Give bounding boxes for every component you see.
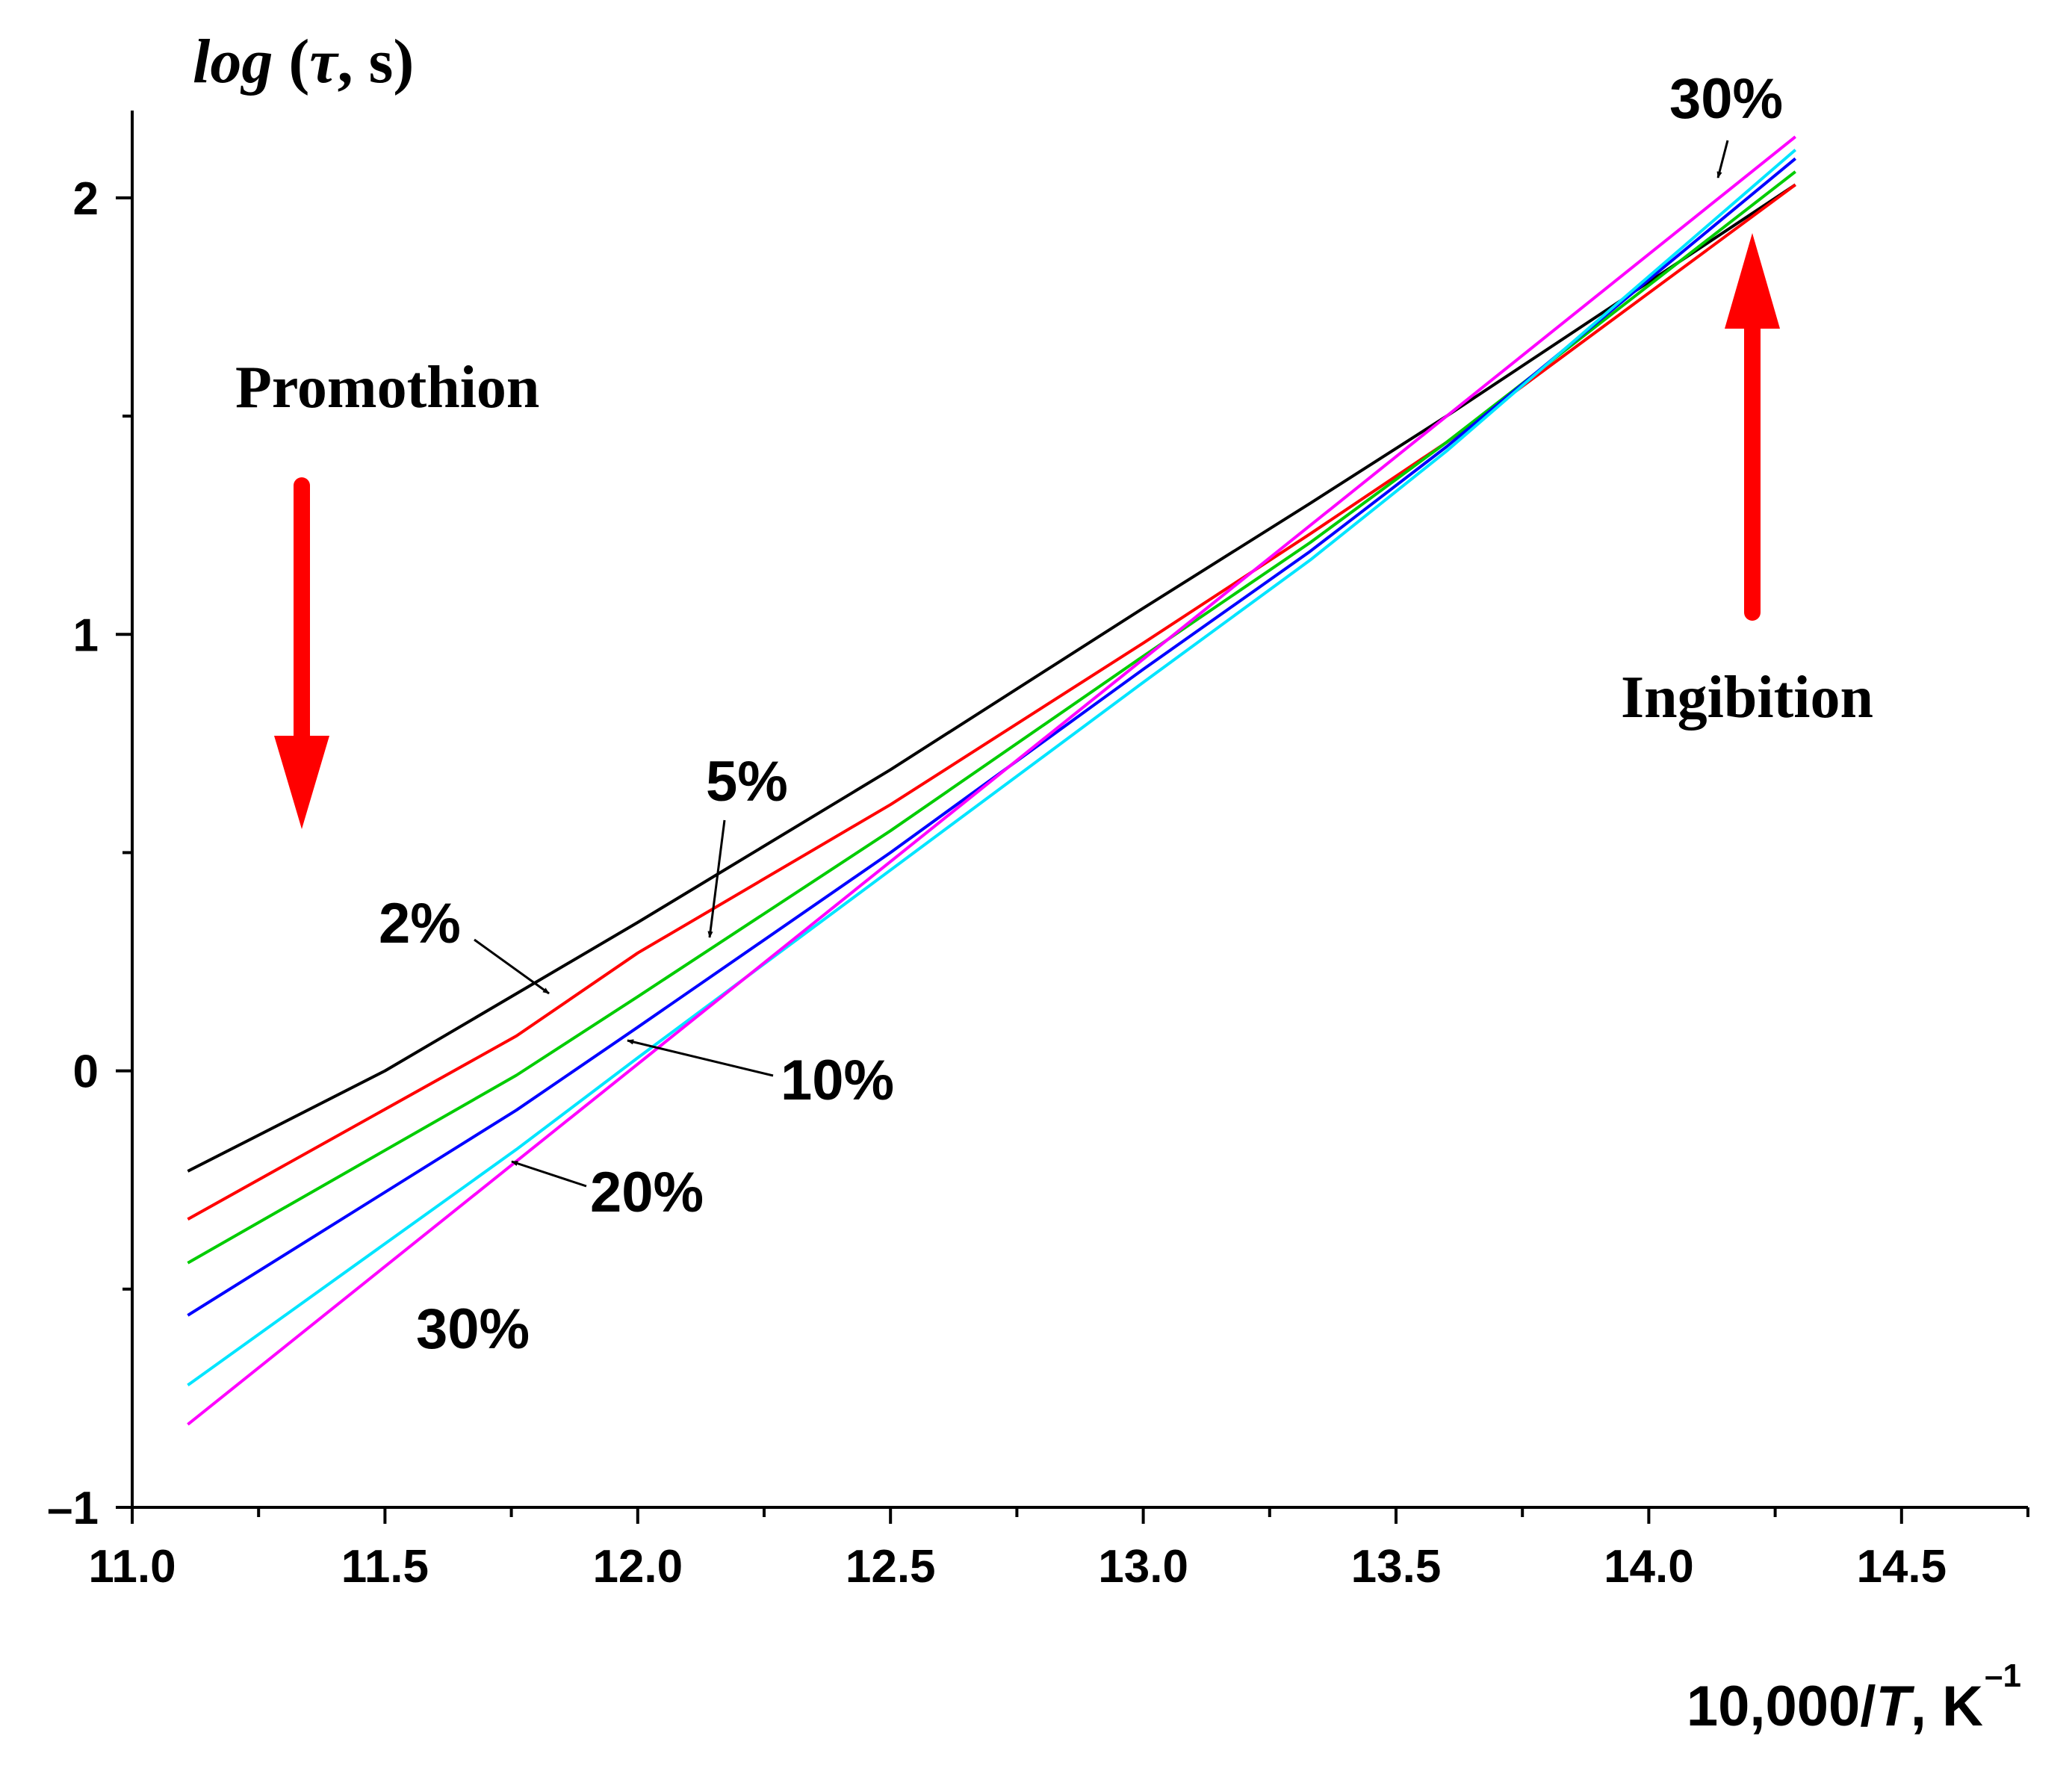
- series-layer: [187, 135, 1797, 1426]
- x-ticks: 11.0 11.5 12.0 12.5 13.0 13.5 14.0 14.5: [88, 1507, 2029, 1593]
- x-axis-label: 10,000/T, K: [1687, 1675, 1983, 1738]
- label-10-percent: 10%: [781, 1049, 894, 1112]
- x-tick-label: 14.0: [1604, 1541, 1694, 1593]
- label-20-percent: 20%: [590, 1161, 704, 1224]
- x-tick-label: 11.5: [341, 1541, 429, 1593]
- x-tick-label: 12.0: [592, 1541, 683, 1593]
- pointer-5-percent: [707, 819, 726, 938]
- x-tick-label: 13.0: [1098, 1541, 1188, 1593]
- x-tick-label: 11.0: [88, 1541, 176, 1593]
- x-tick-label: 13.5: [1351, 1541, 1442, 1593]
- pointer-arrows: [474, 140, 1729, 1188]
- series-line-10-percent: [187, 157, 1796, 1317]
- series-line-2-percent: [187, 183, 1796, 1221]
- ingibition-arrow: [1725, 233, 1780, 621]
- x-tick-label: 14.5: [1856, 1541, 1947, 1593]
- y-tick-label: 0: [73, 1046, 99, 1098]
- pointer-10-percent: [627, 1039, 774, 1077]
- y-tick-label: –1: [47, 1483, 99, 1534]
- label-30-percent-high: 30%: [1669, 67, 1783, 131]
- ingibition-label: Ingibition: [1621, 665, 1873, 731]
- series-line-0-percent: [187, 183, 1796, 1173]
- y-axis-label: log (τ, s): [193, 27, 414, 96]
- promothion-arrow: [274, 477, 329, 829]
- x-tick-label: 12.5: [846, 1541, 936, 1593]
- y-tick-label: 1: [73, 610, 99, 661]
- label-2-percent: 2%: [379, 892, 461, 955]
- axes: 11.0 11.5 12.0 12.5 13.0 13.5 14.0 14.5 –1 0 1 2: [47, 111, 2029, 1593]
- pointer-2-percent: [474, 938, 550, 995]
- label-5-percent: 5%: [706, 750, 788, 813]
- y-tick-label: 2: [73, 173, 99, 225]
- series-line-5-percent: [187, 170, 1796, 1265]
- x-axis-label-exponent: –1: [1985, 1657, 2021, 1694]
- promothion-label: Promothion: [235, 355, 539, 421]
- label-30-percent-low: 30%: [416, 1297, 530, 1361]
- y-ticks: –1 0 1 2: [47, 173, 132, 1534]
- pointer-20-percent: [511, 1160, 587, 1188]
- series-line-20-percent: [187, 149, 1797, 1387]
- pointer-30-percent-high: [1716, 140, 1729, 179]
- series-line-30-percent: [187, 135, 1796, 1426]
